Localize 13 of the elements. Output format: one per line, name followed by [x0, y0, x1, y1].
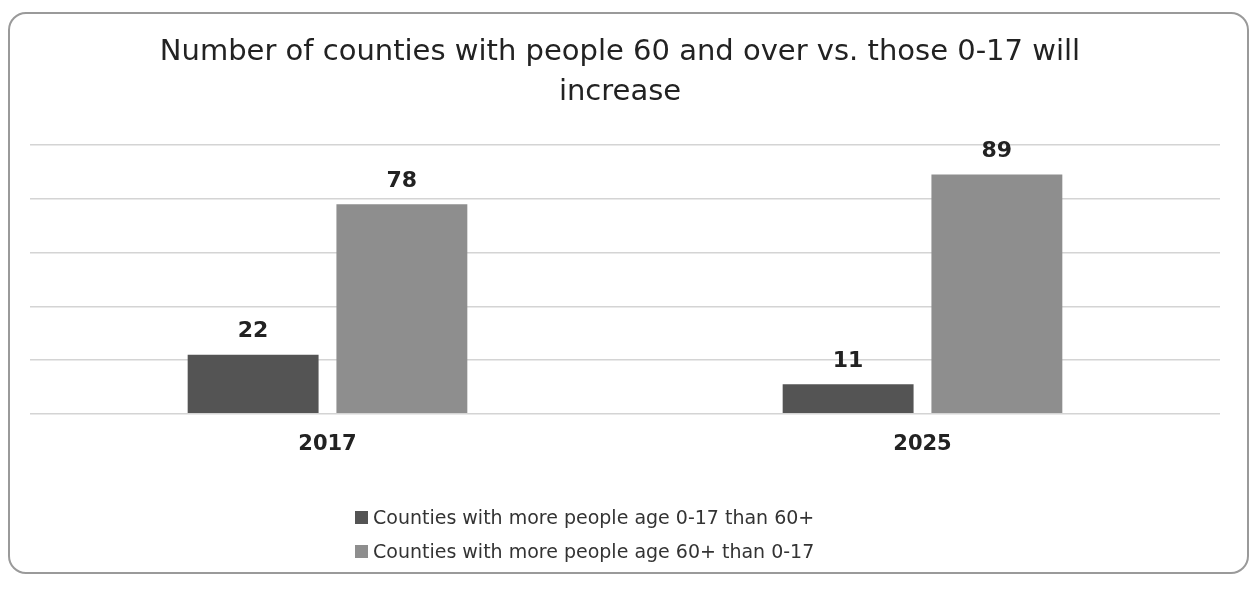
legend-label: Counties with more people age 0-17 than 60+ — [373, 506, 815, 528]
x-tick-label: 2025 — [893, 430, 952, 455]
x-tick-label: 2017 — [298, 430, 357, 455]
data-label: 11 — [832, 346, 864, 372]
data-label: 78 — [386, 166, 418, 192]
data-label: 89 — [981, 137, 1013, 163]
bar — [336, 204, 468, 414]
legend-label: Counties with more people age 60+ than 0-17 — [373, 540, 815, 562]
data-label: 22 — [237, 317, 269, 343]
chart-title: Number of counties with people 60 and over vs. those 0-17 will increase — [158, 32, 1082, 109]
bar — [187, 354, 319, 414]
bar — [782, 384, 914, 414]
bar — [931, 174, 1063, 414]
